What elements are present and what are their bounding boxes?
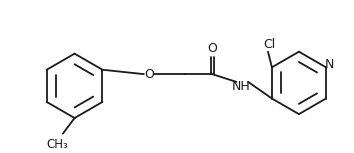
Text: NH: NH bbox=[232, 80, 251, 93]
Text: CH₃: CH₃ bbox=[46, 138, 68, 151]
Text: O: O bbox=[144, 68, 154, 81]
Text: O: O bbox=[207, 42, 217, 55]
Text: Cl: Cl bbox=[263, 38, 275, 51]
Text: N: N bbox=[325, 58, 335, 71]
